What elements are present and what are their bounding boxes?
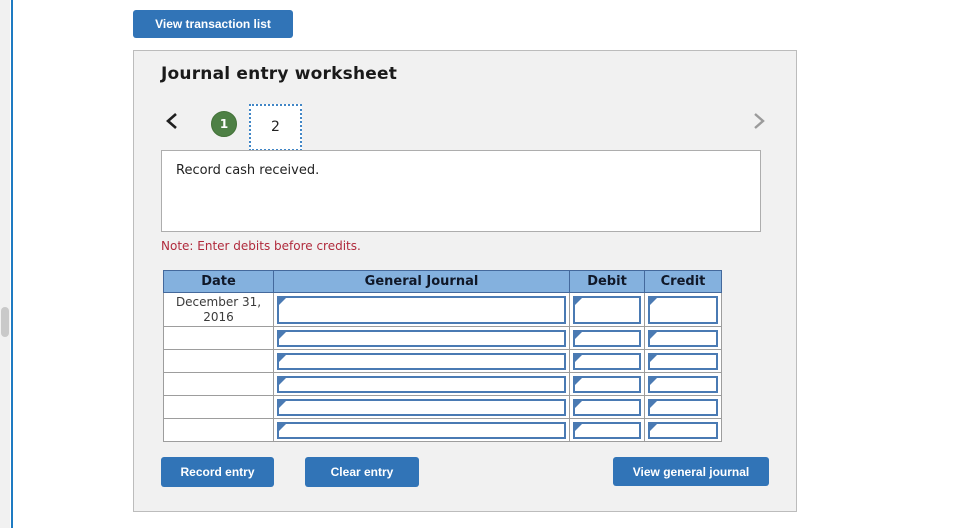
cell-marker-icon: [279, 297, 286, 305]
header-debit: Debit: [569, 270, 645, 293]
previous-page-button[interactable]: [163, 112, 181, 132]
cell-marker-icon: [575, 331, 582, 339]
page-1-completed-badge[interactable]: 1: [211, 111, 237, 137]
date-cell: [163, 349, 274, 373]
cell-marker-icon: [650, 423, 657, 431]
chevron-left-icon: [166, 113, 177, 129]
table-row: [163, 326, 722, 350]
table-row: [163, 372, 722, 396]
transaction-description: Record cash received.: [161, 150, 761, 232]
account-input-cell[interactable]: [277, 421, 566, 439]
cell-marker-icon: [575, 423, 582, 431]
date-cell: [163, 372, 274, 396]
cell-marker-icon: [575, 400, 582, 408]
credit-input-cell[interactable]: [648, 398, 718, 416]
page-2-current-tab[interactable]: 2: [249, 104, 302, 151]
cell-marker-icon: [650, 297, 657, 305]
date-line-1: December 31,: [175, 294, 262, 309]
cell-marker-icon: [650, 354, 657, 362]
date-line-2: 2016: [203, 309, 234, 324]
left-scrollbar-track[interactable]: [0, 0, 10, 528]
debit-input-cell[interactable]: [573, 375, 641, 393]
date-cell: [163, 326, 274, 350]
debit-input-cell[interactable]: [573, 329, 641, 347]
debit-input-cell[interactable]: [573, 421, 641, 439]
cell-marker-icon: [279, 331, 286, 339]
table-row: December 31, 2016: [163, 292, 722, 327]
credit-input-cell[interactable]: [648, 295, 718, 324]
journal-entry-table: Date General Journal Debit Credit Decemb…: [163, 270, 722, 442]
account-input-cell[interactable]: [277, 295, 566, 324]
journal-entry-worksheet-panel: Journal entry worksheet 1 2 Record cash …: [133, 50, 797, 512]
credit-input-cell[interactable]: [648, 329, 718, 347]
table-header-row: Date General Journal Debit Credit: [163, 270, 722, 293]
chevron-right-icon: [754, 113, 765, 129]
account-input-cell[interactable]: [277, 329, 566, 347]
account-input-cell[interactable]: [277, 352, 566, 370]
cell-marker-icon: [279, 423, 286, 431]
cell-marker-icon: [650, 400, 657, 408]
next-page-button[interactable]: [750, 112, 768, 132]
cell-marker-icon: [279, 400, 286, 408]
table-row: [163, 418, 722, 442]
credit-input-cell[interactable]: [648, 375, 718, 393]
cell-marker-icon: [575, 377, 582, 385]
header-date: Date: [163, 270, 274, 293]
table-row: [163, 349, 722, 373]
cell-marker-icon: [575, 354, 582, 362]
debits-before-credits-note: Note: Enter debits before credits.: [161, 239, 361, 253]
credit-input-cell[interactable]: [648, 421, 718, 439]
header-credit: Credit: [644, 270, 722, 293]
debit-input-cell[interactable]: [573, 352, 641, 370]
view-transaction-list-button[interactable]: View transaction list: [133, 10, 293, 38]
record-entry-button[interactable]: Record entry: [161, 457, 274, 487]
table-row: [163, 395, 722, 419]
cell-marker-icon: [650, 331, 657, 339]
debit-input-cell[interactable]: [573, 398, 641, 416]
credit-input-cell[interactable]: [648, 352, 718, 370]
account-input-cell[interactable]: [277, 398, 566, 416]
cell-marker-icon: [279, 377, 286, 385]
clear-entry-button[interactable]: Clear entry: [305, 457, 419, 487]
account-input-cell[interactable]: [277, 375, 566, 393]
left-scrollbar-thumb[interactable]: [1, 307, 9, 337]
cell-marker-icon: [575, 297, 582, 305]
left-accent-divider: [11, 0, 13, 528]
date-cell: December 31, 2016: [163, 292, 274, 327]
debit-input-cell[interactable]: [573, 295, 641, 324]
date-cell: [163, 418, 274, 442]
date-cell: [163, 395, 274, 419]
page-title: Journal entry worksheet: [161, 64, 398, 84]
header-general-journal: General Journal: [273, 270, 570, 293]
cell-marker-icon: [650, 377, 657, 385]
cell-marker-icon: [279, 354, 286, 362]
view-general-journal-button[interactable]: View general journal: [613, 457, 769, 486]
